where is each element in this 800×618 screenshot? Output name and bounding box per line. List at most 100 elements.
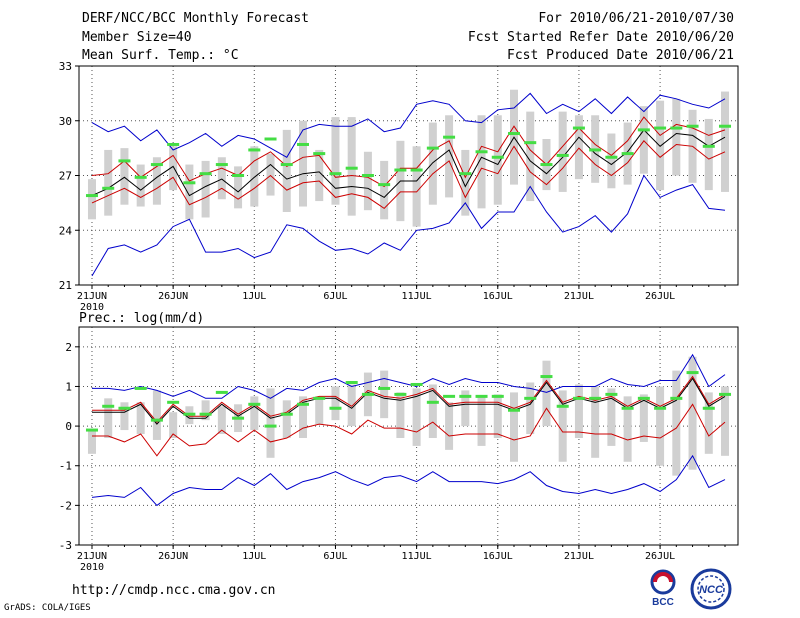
ensemble-box [282, 400, 291, 438]
ensemble-box [87, 179, 96, 220]
ensemble-box [120, 148, 129, 205]
ensemble-box [574, 115, 583, 180]
ensemble-box [639, 394, 648, 442]
ensemble-box [250, 146, 259, 207]
median-mark [475, 394, 488, 398]
ncc-logo-text: NCC [699, 584, 724, 596]
ensemble-box [428, 384, 437, 438]
median-mark [329, 406, 342, 410]
median-mark [443, 394, 456, 398]
median-mark [232, 416, 245, 420]
ensemble-box [104, 398, 113, 438]
median-mark [686, 124, 699, 128]
median-mark [491, 155, 504, 159]
median-mark [134, 386, 147, 390]
ensemble-box [396, 392, 405, 438]
x-tick-label: 6JUL [323, 291, 347, 302]
y-tick-label: 33 [59, 60, 72, 73]
median-mark [410, 382, 423, 386]
median-mark [621, 406, 634, 410]
ensemble-box [120, 402, 129, 431]
median-mark [199, 172, 212, 176]
plot-frame [78, 326, 739, 546]
series-line-min [91, 454, 726, 507]
median-mark [329, 172, 342, 176]
series-line-mean [91, 129, 726, 199]
ensemble-box [526, 111, 535, 202]
ensemble-box [412, 146, 421, 227]
x-tick-label: 26JUL [645, 291, 675, 302]
ensemble-box [217, 406, 226, 435]
forecast-period-label: For 2010/06/21-2010/07/30 [538, 11, 734, 26]
median-mark [540, 163, 553, 167]
ensemble-box [574, 384, 583, 438]
ensemble-box [380, 160, 389, 220]
median-mark [232, 174, 245, 177]
median-mark [719, 124, 732, 128]
median-mark [719, 392, 732, 396]
median-mark [378, 183, 391, 187]
x-tick-label: 21JUL [564, 551, 594, 562]
median-mark [589, 396, 602, 400]
median-mark [459, 394, 472, 398]
median-mark [167, 142, 180, 146]
series-line-lower [91, 140, 726, 210]
median-mark [670, 396, 683, 400]
y-tick-label: 30 [59, 115, 72, 128]
median-mark [150, 163, 163, 167]
year-label: 2010 [80, 562, 104, 573]
y-tick-label: 2 [65, 341, 72, 354]
median-mark [654, 126, 667, 130]
median-mark [167, 400, 180, 404]
ensemble-box [704, 392, 713, 454]
ensemble-box [639, 106, 648, 174]
ensemble-box [315, 396, 324, 425]
median-mark [85, 194, 98, 198]
median-mark [572, 396, 585, 400]
median-mark [556, 153, 569, 157]
y-tick-label: 1 [65, 380, 72, 393]
ensemble-box [672, 98, 681, 176]
x-tick-label: 11JUL [402, 291, 432, 302]
median-mark [313, 152, 326, 156]
bcc-logo-icon: BCC [650, 569, 676, 608]
ensemble-box [704, 118, 713, 191]
median-mark [215, 163, 228, 167]
series-line-upper [91, 116, 726, 188]
x-tick-label: 26JUL [645, 551, 675, 562]
ensemble-box [656, 100, 665, 191]
median-mark [118, 406, 131, 410]
median-mark [605, 392, 618, 396]
median-mark [605, 155, 618, 159]
x-tick-label: 26JUN [158, 291, 188, 302]
series-line-max [91, 92, 726, 158]
source-url[interactable]: http://cmdp.ncc.cma.gov.cn [72, 583, 276, 598]
median-mark [524, 141, 537, 145]
median-mark [394, 168, 407, 172]
median-mark [621, 152, 634, 156]
x-tick-label: 16JUL [483, 551, 513, 562]
y-tick-label: -1 [59, 460, 72, 473]
y-tick-label: 27 [59, 170, 72, 183]
ensemble-box [266, 388, 275, 458]
ensemble-box [250, 396, 259, 431]
median-mark [313, 396, 326, 400]
ensemble-box [266, 153, 275, 196]
median-mark [183, 181, 196, 185]
ensemble-box [331, 117, 340, 205]
median-mark [637, 396, 650, 400]
median-mark [264, 137, 277, 141]
ensemble-box [721, 386, 730, 456]
y-tick-label: 24 [59, 224, 73, 237]
median-mark [378, 386, 391, 390]
median-mark [118, 159, 131, 163]
median-mark [475, 150, 488, 154]
median-mark [361, 174, 374, 177]
ensemble-box [104, 149, 113, 216]
ncc-logo-icon: NCC [690, 568, 732, 610]
series-line-min [91, 174, 726, 277]
median-mark [459, 172, 472, 176]
ensemble-box [347, 117, 356, 216]
median-mark [508, 408, 521, 412]
